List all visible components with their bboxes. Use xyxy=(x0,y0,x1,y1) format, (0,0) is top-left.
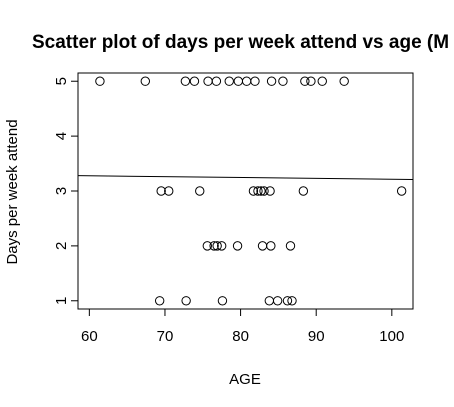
data-point xyxy=(250,76,260,86)
data-point xyxy=(272,296,283,306)
y-tick-label: 4 xyxy=(53,132,70,140)
x-tick-label: 90 xyxy=(308,328,325,345)
data-point xyxy=(217,296,228,306)
x-tick-label: 80 xyxy=(232,328,249,345)
data-point xyxy=(209,241,219,251)
regression-line-layer xyxy=(77,175,414,180)
y-tick-label: 5 xyxy=(53,77,70,85)
data-point xyxy=(224,76,234,86)
data-point xyxy=(156,186,166,196)
data-point xyxy=(181,296,191,306)
y-tick-label: 1 xyxy=(53,297,70,305)
x-tick-label: 100 xyxy=(379,328,404,345)
data-point xyxy=(180,76,191,86)
data-point xyxy=(256,186,266,196)
y-axis-label: Days per week attend xyxy=(4,119,21,264)
data-point xyxy=(203,76,213,86)
data-point xyxy=(298,186,309,196)
data-point xyxy=(202,241,213,251)
data-point xyxy=(212,241,222,251)
x-axis: 60 70 80 90 100 xyxy=(81,308,404,345)
data-point xyxy=(339,76,349,86)
y-tick-label: 2 xyxy=(53,242,70,250)
data-point xyxy=(278,76,288,86)
data-point xyxy=(216,241,227,251)
data-point xyxy=(154,296,165,306)
data-point xyxy=(211,76,222,86)
data-point xyxy=(285,241,296,251)
data-point xyxy=(233,76,244,86)
data-point xyxy=(287,296,297,306)
data-point xyxy=(265,186,275,196)
y-axis: 1 2 3 4 5 xyxy=(53,77,79,305)
data-point xyxy=(140,76,151,86)
data-point xyxy=(396,186,407,196)
data-point xyxy=(257,241,268,251)
data-point xyxy=(164,186,174,196)
data-points xyxy=(95,76,407,306)
x-axis-label: AGE xyxy=(229,371,261,388)
x-tick-label: 60 xyxy=(81,328,98,345)
data-point xyxy=(253,186,263,196)
data-point xyxy=(264,296,275,306)
data-point xyxy=(241,76,252,86)
chart-title: Scatter plot of days per week attend vs … xyxy=(32,32,449,53)
data-point xyxy=(232,241,243,251)
data-point xyxy=(266,241,276,251)
data-point xyxy=(317,76,327,86)
plot-area-border xyxy=(77,72,414,310)
regression-line xyxy=(77,175,414,180)
data-point xyxy=(282,296,293,306)
data-point xyxy=(306,76,316,86)
data-point xyxy=(95,76,105,86)
data-point xyxy=(195,186,205,196)
y-tick-label: 3 xyxy=(53,187,70,195)
data-point xyxy=(189,76,200,86)
data-point xyxy=(266,76,277,86)
x-tick-label: 70 xyxy=(157,328,174,345)
data-point xyxy=(259,186,269,196)
data-point xyxy=(248,186,259,196)
data-point xyxy=(300,76,310,86)
